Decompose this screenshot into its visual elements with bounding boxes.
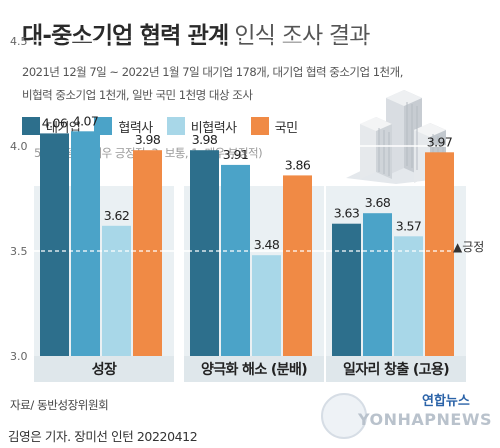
bar bbox=[190, 150, 219, 356]
bar bbox=[102, 225, 131, 356]
bar bbox=[71, 131, 100, 356]
byline: 김영은 기자. 장미선 인턴 20220412 bbox=[8, 429, 198, 444]
chart-title: 대-중소기업 협력 관계 인식 조사 결과 bbox=[22, 16, 370, 50]
legend-label: 국민 bbox=[274, 120, 298, 136]
bar bbox=[133, 150, 162, 356]
bar-value-label: 3.48 bbox=[254, 237, 280, 252]
bar-value-label: 4.07 bbox=[73, 113, 98, 128]
source-note: 자료/ 동반성장위원회 bbox=[10, 398, 109, 412]
buildings-illustration bbox=[346, 90, 448, 184]
legend-swatch bbox=[166, 117, 185, 135]
bar bbox=[332, 223, 361, 356]
bar-value-label: 3.91 bbox=[223, 147, 248, 162]
bar-value-label: 3.97 bbox=[427, 134, 452, 149]
legend-item: 국민 bbox=[250, 117, 298, 136]
logo-text: YONHAPNEWS bbox=[358, 410, 492, 429]
bar-value-label: 3.63 bbox=[334, 206, 359, 221]
category-strip bbox=[326, 356, 466, 382]
category-label: 일자리 창출 (고용) bbox=[343, 361, 449, 378]
legend-label: 협력사 bbox=[118, 120, 153, 136]
legend-swatch bbox=[22, 117, 40, 135]
legend-swatch bbox=[94, 117, 113, 135]
category-label: 양극화 해소 (분배) bbox=[201, 362, 307, 378]
category-strip bbox=[184, 356, 324, 382]
bar bbox=[252, 255, 281, 356]
category-label: 성장 bbox=[92, 361, 117, 378]
bar bbox=[283, 175, 312, 356]
y-tick-label: 3.0 bbox=[10, 350, 28, 363]
bar-value-label: 3.86 bbox=[285, 157, 311, 172]
bar-value-label: 4.06 bbox=[42, 115, 68, 130]
bar-value-label: 3.57 bbox=[396, 218, 421, 233]
bar bbox=[221, 164, 250, 356]
legend-swatch bbox=[250, 117, 269, 135]
survey-info-line-2: 비협력 중소기업 1천개, 일반 국민 1천명 대상 조사 bbox=[22, 88, 253, 102]
y-tick-label: 3.5 bbox=[10, 245, 28, 258]
y-tick-label: 4.5 bbox=[10, 35, 28, 48]
logo-brand: 연합뉴스 bbox=[422, 394, 470, 409]
bar bbox=[363, 213, 392, 356]
bar bbox=[394, 236, 423, 356]
bar-value-label: 3.62 bbox=[104, 208, 129, 223]
bar-value-label: 3.98 bbox=[135, 132, 161, 147]
legend-label: 비협력사 bbox=[190, 120, 237, 136]
legend-item: 비협력사 bbox=[166, 117, 237, 136]
globe-icon bbox=[321, 393, 367, 439]
yonhap-logo: 연합뉴스 YONHAPNEWS bbox=[318, 384, 500, 448]
category-strip bbox=[34, 356, 174, 382]
bar-value-label: 3.68 bbox=[365, 195, 391, 210]
y-tick-label: 4.0 bbox=[10, 140, 28, 153]
legend-item: 협력사 bbox=[94, 117, 153, 136]
bar-value-label: 3.98 bbox=[192, 132, 218, 147]
reference-label: ▲긍정 bbox=[453, 240, 484, 254]
title-sub: 인식 조사 결과 bbox=[234, 23, 370, 49]
bar bbox=[40, 133, 69, 356]
title-main: 대-중소기업 협력 관계 bbox=[22, 23, 229, 49]
bar bbox=[425, 152, 454, 356]
survey-info-line-1: 2021년 12월 7일 ~ 2022년 1월 7일 대기업 178개, 대기업… bbox=[22, 65, 403, 79]
